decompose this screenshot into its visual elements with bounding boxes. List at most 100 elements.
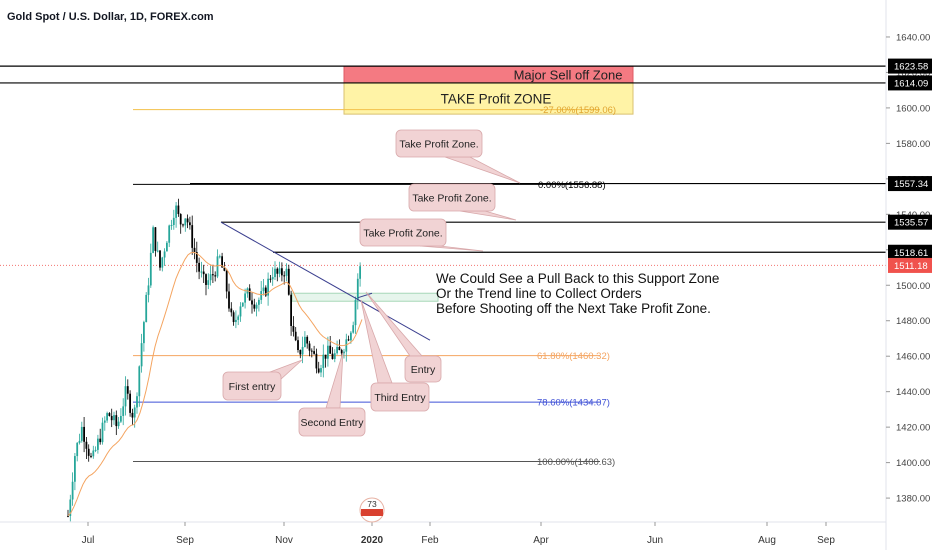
candle-body — [262, 287, 265, 292]
candle-body — [92, 450, 95, 457]
news-badge-flag — [361, 509, 383, 516]
candle-body — [237, 316, 240, 320]
callout-box — [222, 371, 282, 401]
candle-body — [343, 351, 345, 354]
price-label-text: 1557.34 — [894, 179, 928, 190]
candle-body — [221, 256, 223, 268]
candle-body — [113, 415, 115, 421]
candle-body — [350, 332, 352, 341]
candle-body — [352, 325, 355, 333]
trend-connector — [357, 292, 373, 299]
candle-body — [161, 257, 164, 268]
callout-pointer — [459, 210, 517, 221]
candle-body — [345, 339, 348, 352]
time-tick-label: Apr — [533, 535, 549, 546]
price-label-text: 1623.58 — [894, 62, 928, 73]
candle-body — [189, 222, 191, 226]
candle-body — [193, 247, 196, 253]
time-axis: Jul Sep Nov 2020 Feb Apr Jun Aug Sep — [0, 521, 886, 546]
price-label-text: 1614.09 — [894, 78, 928, 89]
candle-body — [297, 340, 299, 351]
candle-body — [299, 350, 302, 355]
price-tick-label: 1440.00 — [896, 387, 930, 398]
candle-body — [304, 336, 306, 347]
time-tick-label: Feb — [421, 535, 439, 546]
candle-body — [340, 350, 343, 354]
candle-body — [80, 426, 83, 441]
candle-body — [322, 354, 325, 369]
price-tick-label: 1480.00 — [896, 316, 930, 327]
callout-box — [359, 218, 447, 247]
candle-body — [138, 366, 141, 397]
candle-body — [235, 319, 237, 323]
candle-body — [251, 300, 253, 305]
candle-body — [223, 267, 226, 271]
news-badge[interactable]: 73 — [359, 497, 385, 523]
candle-body — [260, 291, 263, 300]
price-label-box — [888, 75, 932, 91]
annotation-note-line: Before Shooting off the Next Take Profit… — [436, 301, 711, 316]
candle-body — [218, 256, 221, 258]
candle-body — [207, 280, 210, 285]
fib-levels-layer: -27.00%(1599.06) 0.00%(1556.88) 61.80%(146… — [133, 105, 616, 468]
candle-body — [67, 515, 69, 517]
candle-body — [177, 205, 180, 215]
candle-body — [214, 275, 217, 277]
candle-body — [120, 415, 122, 422]
candle-body — [154, 227, 157, 251]
candle-body — [149, 252, 152, 286]
time-tick-label: 2020 — [361, 535, 384, 546]
candle-body — [108, 413, 111, 416]
candle-body — [168, 225, 171, 243]
candle-body — [94, 449, 97, 451]
candle-body — [281, 268, 283, 276]
candle-body — [69, 499, 72, 516]
candle-body — [225, 270, 228, 292]
time-tick-label: Sep — [817, 535, 835, 546]
callout-box — [395, 129, 483, 158]
zone-label: Major Sell off Zone — [514, 68, 623, 83]
candle-body — [110, 415, 113, 421]
zone-label: TAKE Profit ZONE — [441, 92, 552, 107]
candle-body — [310, 350, 313, 352]
candle-body — [301, 346, 304, 355]
candle-body — [147, 285, 150, 295]
price-tick-label: 1600.00 — [896, 103, 930, 114]
price-label-text: 1518.61 — [894, 248, 928, 259]
candle-body — [78, 440, 81, 443]
candle-body — [195, 252, 198, 263]
candle-body — [97, 438, 99, 450]
annotation-note-layer: We Could See a Pull Back to this Support… — [436, 271, 719, 316]
candle-body — [179, 214, 182, 225]
candle-body — [140, 343, 143, 367]
candle-body — [278, 268, 281, 274]
candle-body — [76, 442, 79, 457]
price-tick-label: 1420.00 — [896, 423, 930, 434]
candle-body — [315, 353, 318, 369]
callout-label: Take Profit Zone. — [412, 193, 491, 205]
price-label-box — [888, 58, 932, 74]
candle-body — [156, 250, 159, 252]
callout-label: Take Profit Zone. — [363, 228, 442, 240]
candle-body — [117, 421, 120, 427]
candle-body — [338, 346, 341, 351]
candle-body — [232, 312, 235, 323]
candle-body — [85, 441, 88, 449]
candle-body — [126, 386, 129, 394]
callout-box — [298, 407, 366, 437]
candle-body — [294, 331, 297, 341]
candle-body — [347, 339, 350, 341]
candle-body — [103, 420, 106, 423]
ema-line — [67, 251, 363, 517]
candle-body — [143, 322, 145, 344]
candle-body — [186, 218, 189, 223]
candle-body — [71, 481, 74, 500]
candle-body — [230, 308, 233, 313]
price-label-text: 1535.57 — [894, 218, 928, 229]
candle-body — [133, 407, 136, 418]
candle-body — [209, 274, 212, 281]
callout-box — [408, 183, 496, 212]
candle-body — [159, 250, 161, 268]
news-badge-count: 73 — [367, 499, 377, 509]
